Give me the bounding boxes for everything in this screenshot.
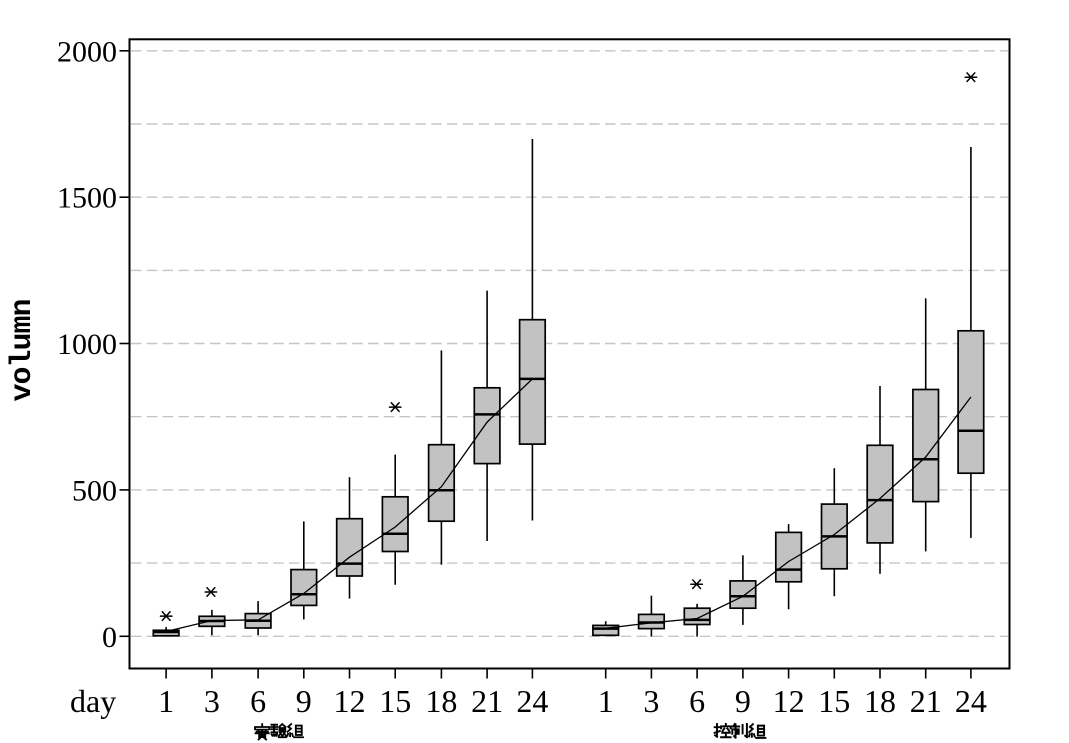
svg-text:15: 15 <box>379 683 411 719</box>
svg-text:9: 9 <box>735 683 751 719</box>
svg-text:18: 18 <box>425 683 457 719</box>
svg-text:12: 12 <box>773 683 805 719</box>
svg-text:24: 24 <box>955 683 987 719</box>
svg-text:1: 1 <box>158 683 174 719</box>
svg-text:15: 15 <box>818 683 850 719</box>
svg-text:21: 21 <box>910 683 942 719</box>
svg-text:1500: 1500 <box>57 182 117 215</box>
svg-text:1: 1 <box>598 683 614 719</box>
svg-text:21: 21 <box>471 683 503 719</box>
svg-text:18: 18 <box>864 683 896 719</box>
svg-text:2000: 2000 <box>57 35 117 68</box>
svg-text:volumn: volumn <box>6 299 40 401</box>
svg-text:1000: 1000 <box>57 328 117 361</box>
svg-text:3: 3 <box>204 683 220 719</box>
svg-text:day: day <box>70 683 116 719</box>
svg-text:500: 500 <box>72 474 117 507</box>
svg-text:6: 6 <box>689 683 705 719</box>
svg-text:3: 3 <box>643 683 659 719</box>
svg-text:9: 9 <box>296 683 312 719</box>
svg-text:12: 12 <box>334 683 366 719</box>
svg-text:0: 0 <box>102 621 117 654</box>
svg-text:24: 24 <box>516 683 548 719</box>
svg-text:6: 6 <box>250 683 266 719</box>
